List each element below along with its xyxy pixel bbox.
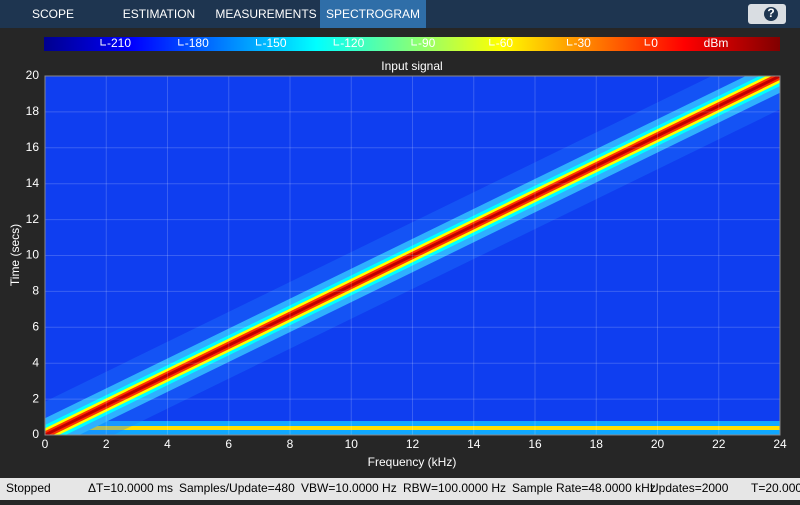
x-tick-label: 10 bbox=[345, 437, 359, 451]
help-label: ? bbox=[767, 6, 774, 20]
x-tick-label: 0 bbox=[42, 437, 49, 451]
y-tick-label: 0 bbox=[32, 427, 39, 441]
tab[interactable]: ESTIMATION bbox=[123, 7, 195, 21]
y-tick-label: 18 bbox=[26, 104, 40, 118]
colorbar-tick-label: -180 bbox=[185, 36, 209, 50]
chart-title: Input signal bbox=[381, 59, 442, 73]
x-tick-label: 4 bbox=[164, 437, 171, 451]
colorbar-tick bbox=[489, 39, 495, 46]
colorbar-tick bbox=[644, 39, 651, 46]
plot-frame bbox=[44, 75, 781, 436]
colorbar-tick bbox=[411, 39, 417, 46]
status-item: Samples/Update=480 bbox=[179, 481, 295, 495]
status-item: RBW=100.0000 Hz bbox=[403, 481, 506, 495]
tab-selected bbox=[320, 0, 426, 28]
colorbar-tick-label: -120 bbox=[340, 36, 364, 50]
low-band-core bbox=[45, 426, 780, 430]
status-item: ΔT=10.0000 ms bbox=[88, 481, 173, 495]
x-tick-label: 22 bbox=[712, 437, 726, 451]
y-tick-label: 10 bbox=[26, 248, 40, 262]
colorbar-tick bbox=[100, 39, 107, 46]
colorbar-tick-label: -210 bbox=[107, 36, 131, 50]
colorbar-tick bbox=[566, 39, 573, 46]
tab[interactable]: MEASUREMENTS bbox=[215, 7, 316, 21]
colorbar-tick bbox=[333, 39, 340, 46]
y-tick-label: 4 bbox=[32, 355, 39, 369]
y-axis-label: Time (secs) bbox=[8, 224, 22, 286]
y-tick-label: 8 bbox=[32, 284, 39, 298]
colorbar-unit: dBm bbox=[704, 36, 729, 50]
y-tick-label: 16 bbox=[26, 140, 40, 154]
colorbar-tick-label: -90 bbox=[418, 36, 436, 50]
y-tick-label: 2 bbox=[32, 391, 39, 405]
status-item: Updates=2000 bbox=[650, 481, 729, 495]
x-tick-label: 8 bbox=[287, 437, 294, 451]
colorbar-tick bbox=[178, 39, 184, 46]
chirp-trace bbox=[45, 76, 780, 435]
x-tick-label: 18 bbox=[590, 437, 604, 451]
help-icon bbox=[764, 7, 778, 21]
x-tick-label: 12 bbox=[406, 437, 420, 451]
y-tick-label: 14 bbox=[26, 176, 40, 190]
x-tick-label: 24 bbox=[773, 437, 787, 451]
x-tick-label: 14 bbox=[467, 437, 481, 451]
colorbar-tick-label: -60 bbox=[496, 36, 514, 50]
status-state: Stopped bbox=[6, 481, 51, 495]
status-item: Sample Rate=48.0000 kHz bbox=[512, 481, 656, 495]
status-item: T=20.0000 bbox=[751, 481, 800, 495]
status-bar bbox=[0, 478, 800, 500]
x-tick-label: 2 bbox=[103, 437, 110, 451]
y-tick-label: 6 bbox=[32, 319, 39, 333]
colorbar-tick-label: 0 bbox=[651, 36, 658, 50]
spectrogram-traces bbox=[45, 76, 780, 435]
x-tick-label: 16 bbox=[528, 437, 542, 451]
colorbar-tick bbox=[256, 39, 262, 46]
colorbar-tick-label: -30 bbox=[573, 36, 591, 50]
y-tick-label: 12 bbox=[26, 212, 40, 226]
x-tick-label: 6 bbox=[225, 437, 232, 451]
y-tick-label: 20 bbox=[26, 68, 40, 82]
tab[interactable]: SPECTROGRAM bbox=[326, 7, 420, 21]
x-axis-label: Frequency (kHz) bbox=[368, 455, 457, 469]
status-item: VBW=10.0000 Hz bbox=[301, 481, 397, 495]
tab[interactable]: SCOPE bbox=[32, 7, 74, 21]
colorbar-tick-label: -150 bbox=[263, 36, 287, 50]
x-tick-label: 20 bbox=[651, 437, 665, 451]
